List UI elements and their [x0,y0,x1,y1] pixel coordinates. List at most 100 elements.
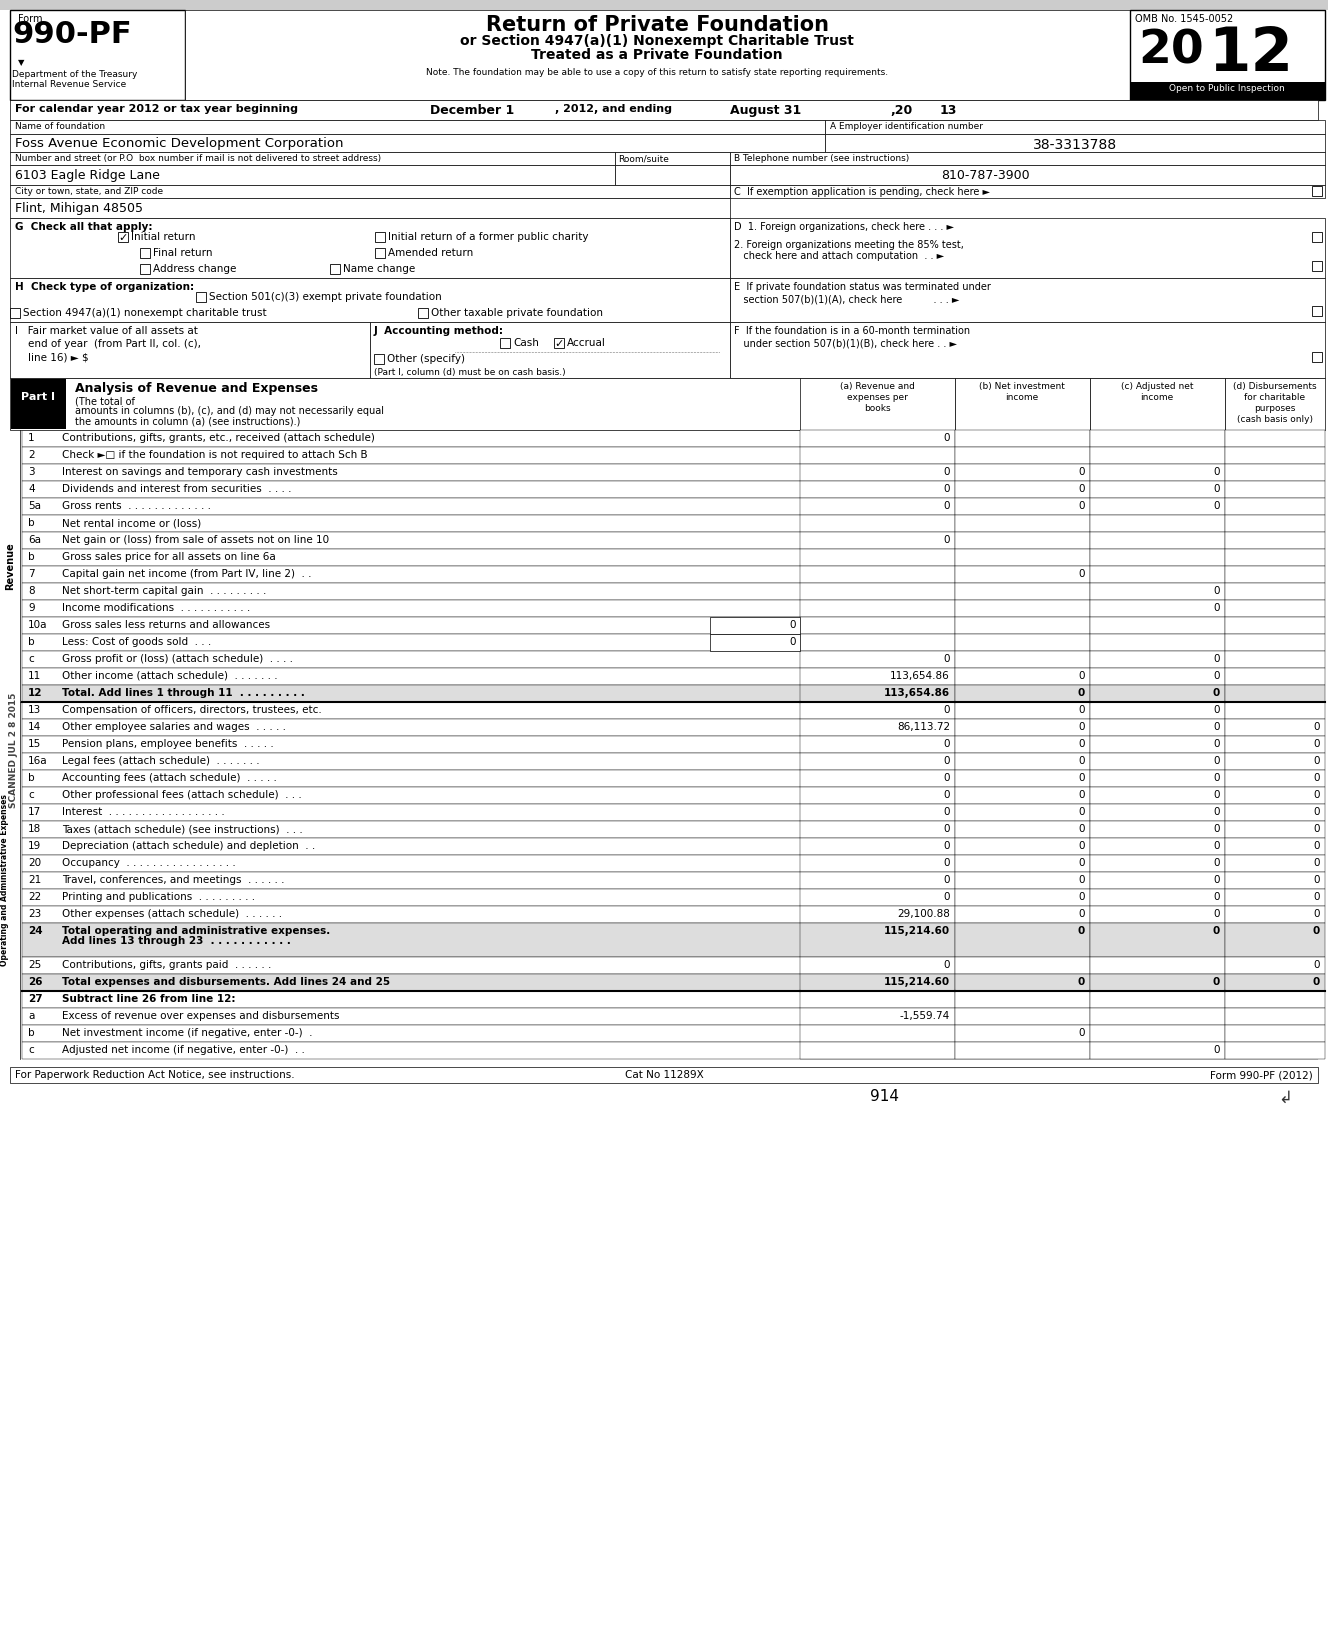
Bar [23,532,1317,548]
Text: 0: 0 [943,433,950,443]
Bar [799,464,955,481]
Bar [799,669,955,685]
Text: 12: 12 [1208,25,1293,84]
Bar [799,753,955,771]
Text: ↲: ↲ [1278,1089,1292,1107]
Bar [799,532,955,548]
Bar [374,354,384,364]
Bar [955,1024,1090,1043]
Bar [1224,991,1325,1008]
Text: 0: 0 [943,960,950,970]
Bar [1224,446,1325,464]
Bar [955,430,1090,446]
Bar [329,264,340,273]
Bar [1224,736,1325,753]
Bar [1224,497,1325,516]
Text: 0: 0 [1214,484,1220,494]
Text: Other employee salaries and wages  . . . . .: Other employee salaries and wages . . . … [62,721,286,731]
Bar [23,787,1317,804]
Bar [23,736,1317,753]
Text: 0: 0 [1078,568,1085,580]
Bar [799,481,955,497]
Text: Legal fees (attach schedule)  . . . . . . .: Legal fees (attach schedule) . . . . . .… [62,756,260,766]
Text: 0: 0 [1214,824,1220,833]
Text: Other (specify): Other (specify) [386,354,465,364]
Text: 22: 22 [28,893,41,903]
Text: 0: 0 [943,842,950,851]
Bar [955,720,1090,736]
Bar [799,957,955,973]
Bar [1090,618,1224,634]
Text: Cash: Cash [513,338,539,348]
Text: A Employer identification number: A Employer identification number [830,122,983,132]
Text: Taxes (attach schedule) (see instructions)  . . .: Taxes (attach schedule) (see instruction… [62,824,303,833]
Text: 6a: 6a [28,535,41,545]
Bar [1090,497,1224,516]
Text: Contributions, gifts, grants paid  . . . . . .: Contributions, gifts, grants paid . . . … [62,960,271,970]
Bar [955,804,1090,820]
Text: 0: 0 [943,858,950,868]
Text: Flint, Mihigan 48505: Flint, Mihigan 48505 [15,203,143,216]
Text: 0: 0 [1313,858,1320,868]
Text: Part I: Part I [21,392,54,402]
Text: b: b [28,519,35,529]
Bar [1090,922,1224,957]
Text: Excess of revenue over expenses and disbursements: Excess of revenue over expenses and disb… [62,1011,340,1021]
Bar [955,1043,1090,1059]
Bar [23,1043,1317,1059]
Text: 0: 0 [1313,791,1320,800]
Bar [799,855,955,871]
Text: D  1. Foreign organizations, check here . . . ►: D 1. Foreign organizations, check here .… [734,222,954,232]
Bar [1224,618,1325,634]
Bar [799,736,955,753]
Bar [1224,1008,1325,1024]
Text: books: books [863,404,890,413]
Text: 990-PF: 990-PF [12,20,131,49]
Bar [955,855,1090,871]
Text: (a) Revenue and: (a) Revenue and [839,382,915,390]
Bar [955,548,1090,567]
Bar [955,464,1090,481]
Text: 0: 0 [943,501,950,511]
Bar [1090,702,1224,720]
Bar [23,922,1317,957]
Bar [139,249,150,259]
Text: 25: 25 [28,960,41,970]
Text: purposes: purposes [1255,404,1296,413]
Text: 0: 0 [1078,977,1085,987]
Bar [23,600,1317,618]
Bar [23,567,1317,583]
Bar [955,702,1090,720]
Bar [1312,352,1321,362]
Bar [118,232,127,242]
Bar [11,323,371,379]
Bar [955,497,1090,516]
Bar [1224,753,1325,771]
Bar [955,838,1090,855]
Bar [799,771,955,787]
Text: 0: 0 [1078,858,1085,868]
Text: income: income [1141,394,1174,402]
Text: 8: 8 [28,586,35,596]
Text: (cash basis only): (cash basis only) [1236,415,1313,423]
Text: Subtract line 26 from line 12:: Subtract line 26 from line 12: [62,995,235,1005]
Text: 0: 0 [1078,842,1085,851]
Bar [1090,532,1224,548]
Bar [1312,306,1321,316]
Bar [955,651,1090,669]
Bar [1090,379,1224,430]
Text: 0: 0 [1313,926,1320,935]
Bar [23,446,1317,464]
Bar [1090,771,1224,787]
Bar [1224,1024,1325,1043]
Bar [11,133,825,152]
Bar [23,1024,1317,1043]
Bar [1090,464,1224,481]
Text: 0: 0 [943,654,950,664]
Text: Capital gain net income (from Part IV, line 2)  . .: Capital gain net income (from Part IV, l… [62,568,312,580]
Text: For Paperwork Reduction Act Notice, see instructions.: For Paperwork Reduction Act Notice, see … [15,1071,295,1080]
Bar [799,497,955,516]
Bar [730,278,1325,323]
Bar [1090,736,1224,753]
Bar [955,567,1090,583]
